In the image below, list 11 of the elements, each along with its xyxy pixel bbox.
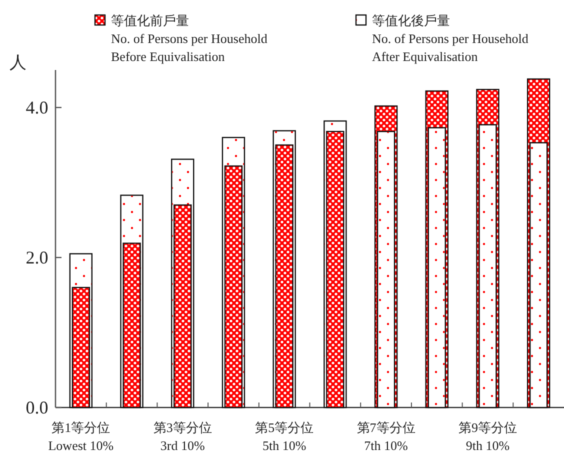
x-tick-label: 第9等分位 9th 10% — [458, 420, 517, 453]
y-tick-label: 0.0 — [26, 398, 48, 418]
y-tick-label: 2.0 — [26, 248, 48, 268]
y-axis-title: 人 — [10, 53, 26, 72]
x-tick-label: 第3等分位 3rd 10% — [153, 420, 212, 453]
x-tick-label: 第5等分位 5th 10% — [255, 420, 314, 453]
x-tick-label: 第7等分位 7th 10% — [356, 420, 416, 453]
y-tick-label: 4.0 — [26, 98, 48, 118]
x-tick-label: 第1等分位 Lowest 10% — [48, 420, 114, 453]
legend-label: 等值化前戶量 No. of Persons per Household Before Equivalisation — [111, 13, 268, 64]
legend-label: 等值化後戶量 No. of Persons per Household After Equivalisation — [372, 13, 529, 64]
